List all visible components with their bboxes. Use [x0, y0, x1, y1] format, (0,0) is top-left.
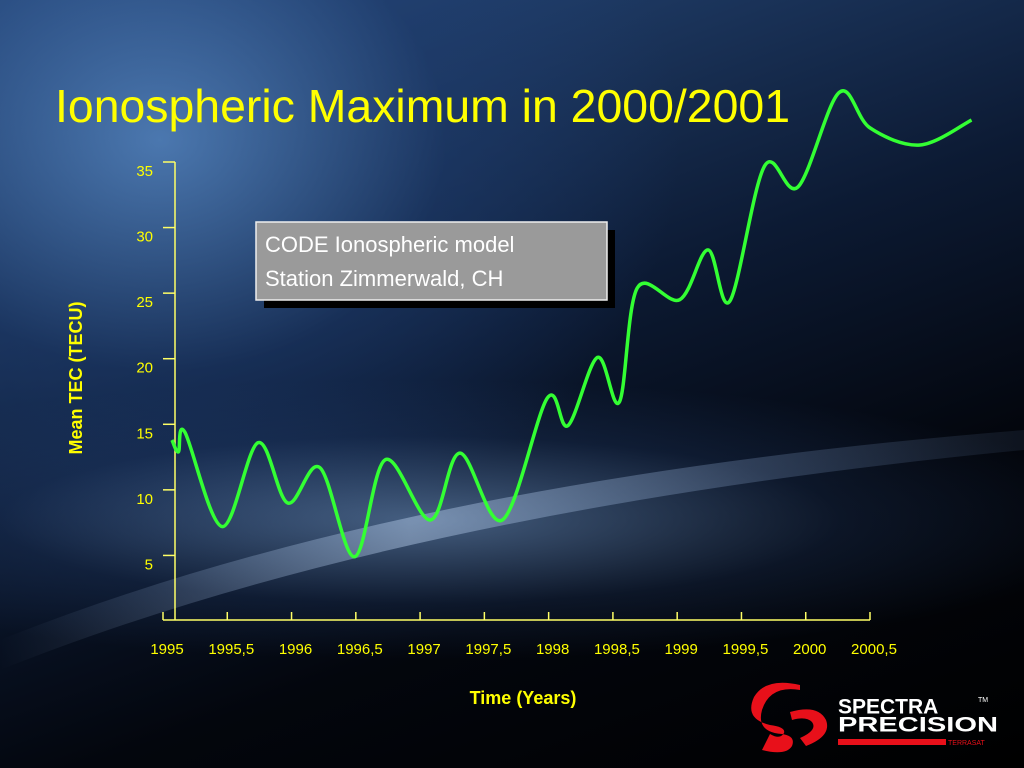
x-tick-label: 1995,5	[208, 641, 254, 658]
y-tick-label: 15	[136, 425, 153, 442]
logo-sub: TERRASAT	[948, 740, 986, 747]
logo-text: PRECISION	[838, 714, 998, 737]
earth-glow	[0, 430, 1024, 670]
x-tick-label: 1996,5	[337, 641, 383, 658]
data-line	[170, 89, 973, 559]
x-tick-label: 2000	[793, 641, 826, 658]
x-tick-label: 1997,5	[465, 641, 511, 658]
y-tick-label: 5	[145, 556, 153, 573]
y-tick-label: 30	[136, 229, 153, 246]
y-tick-label: 25	[136, 294, 153, 311]
x-tick-label: 1999,5	[723, 641, 769, 658]
logo-tm: TM	[978, 697, 988, 704]
x-tick-label: 1998,5	[594, 641, 640, 658]
logo-mark	[751, 682, 800, 753]
logo-text: SPECTRA	[838, 696, 938, 719]
y-tick-label: 35	[136, 163, 153, 180]
chart-title: Ionospheric Maximum in 2000/2001	[55, 80, 790, 132]
annotation-box	[255, 221, 608, 301]
logo: SPECTRA TM PRECISION TERRASAT	[751, 682, 998, 753]
x-tick-label: 1995	[150, 641, 183, 658]
y-tick-label: 10	[136, 491, 153, 508]
x-tick-label: 2000,5	[851, 641, 897, 658]
x-tick-label: 1999	[664, 641, 697, 658]
x-axis-label: Time (Years)	[470, 688, 577, 708]
logo-mark	[790, 709, 828, 746]
annotation-text: Station Zimmerwald, CH	[265, 266, 503, 291]
x-tick-label: 1998	[536, 641, 569, 658]
x-tick-label: 1997	[407, 641, 440, 658]
x-tick-label: 1996	[279, 641, 312, 658]
y-tick-label: 20	[136, 360, 153, 377]
y-axis-label: Mean TEC (TECU)	[66, 301, 86, 454]
logo-bar	[838, 739, 946, 745]
annotation-text: CODE Ionospheric model	[265, 232, 514, 257]
